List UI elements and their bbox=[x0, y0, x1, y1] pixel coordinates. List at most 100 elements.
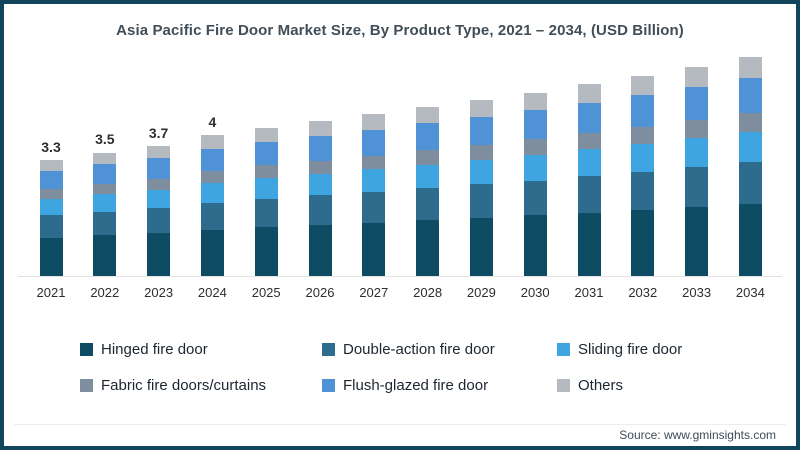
bar-value-2022: 3.5 bbox=[95, 131, 115, 148]
bar-2028 bbox=[416, 107, 440, 276]
x-axis-label-2023: 2023 bbox=[144, 285, 174, 300]
legend-label: Others bbox=[578, 377, 624, 394]
bar-segment-others bbox=[416, 107, 440, 124]
bar-segment-fabric-fire-doors-curtains bbox=[147, 179, 171, 191]
bar-segment-double-action-fire-door bbox=[685, 167, 709, 208]
bar-segment-fabric-fire-doors-curtains bbox=[39, 189, 63, 200]
bar-segment-sliding-fire-door bbox=[685, 138, 709, 168]
bar-segment-double-action-fire-door bbox=[738, 162, 762, 204]
x-axis-label-2031: 2031 bbox=[574, 285, 604, 300]
bar-segment-sliding-fire-door bbox=[577, 149, 601, 177]
bar-segment-hinged-fire-door bbox=[738, 203, 762, 276]
bar-segment-sliding-fire-door bbox=[738, 131, 762, 163]
bar-2032 bbox=[631, 75, 655, 276]
x-axis-line bbox=[18, 276, 782, 277]
bar-segment-double-action-fire-door bbox=[523, 180, 547, 216]
x-axis-label-2030: 2030 bbox=[520, 285, 550, 300]
x-axis-label-2026: 2026 bbox=[305, 285, 335, 300]
legend-label: Hinged fire door bbox=[101, 341, 208, 358]
bar-segment-sliding-fire-door bbox=[523, 154, 547, 181]
bar-segment-sliding-fire-door bbox=[200, 183, 224, 203]
bar-segment-sliding-fire-door bbox=[469, 159, 493, 185]
bar-segment-others bbox=[147, 146, 171, 159]
bar-segment-fabric-fire-doors-curtains bbox=[308, 160, 332, 174]
bar-segment-others bbox=[39, 159, 63, 171]
bar-segment-flush-glazed-fire-door bbox=[147, 158, 171, 180]
x-axis-label-2022: 2022 bbox=[90, 285, 120, 300]
bar-segment-others bbox=[523, 93, 547, 111]
legend-item-double-action-fire-door: Double-action fire door bbox=[322, 341, 557, 358]
bar-segment-double-action-fire-door bbox=[308, 195, 332, 225]
bar-segment-fabric-fire-doors-curtains bbox=[631, 126, 655, 144]
bar-segment-flush-glazed-fire-door bbox=[200, 148, 224, 172]
bar-segment-flush-glazed-fire-door bbox=[362, 129, 386, 156]
bar-segment-sliding-fire-door bbox=[362, 169, 386, 192]
bar-2021 bbox=[39, 159, 63, 276]
bar-segment-double-action-fire-door bbox=[147, 208, 171, 234]
x-axis-label-2024: 2024 bbox=[197, 285, 227, 300]
bar-segment-hinged-fire-door bbox=[416, 220, 440, 276]
bar-2029 bbox=[469, 100, 493, 276]
legend-item-sliding-fire-door: Sliding fire door bbox=[557, 341, 682, 358]
bar-segment-hinged-fire-door bbox=[39, 237, 63, 276]
bar-segment-flush-glazed-fire-door bbox=[685, 86, 709, 121]
bar-segment-sliding-fire-door bbox=[93, 194, 117, 212]
legend-swatch-icon bbox=[80, 343, 93, 356]
bar-segment-fabric-fire-doors-curtains bbox=[685, 120, 709, 139]
bar-segment-flush-glazed-fire-door bbox=[523, 110, 547, 140]
bar-segment-double-action-fire-door bbox=[93, 211, 117, 236]
bar-segment-flush-glazed-fire-door bbox=[93, 164, 117, 184]
bar-segment-others bbox=[631, 75, 655, 95]
bar-segment-flush-glazed-fire-door bbox=[254, 141, 278, 166]
legend-item-hinged-fire-door: Hinged fire door bbox=[80, 341, 322, 358]
bar-segment-sliding-fire-door bbox=[39, 199, 63, 216]
legend-item-fabric-fire-doors-curtains: Fabric fire doors/curtains bbox=[80, 377, 322, 394]
legend-label: Flush-glazed fire door bbox=[343, 377, 489, 394]
page-title: Asia Pacific Fire Door Market Size, By P… bbox=[116, 22, 684, 39]
bar-2024 bbox=[200, 135, 224, 276]
x-axis-label-2032: 2032 bbox=[628, 285, 658, 300]
bar-segment-hinged-fire-door bbox=[362, 222, 386, 276]
legend-swatch-icon bbox=[322, 379, 335, 392]
bar-segment-fabric-fire-doors-curtains bbox=[416, 150, 440, 165]
bar-2026 bbox=[308, 121, 332, 276]
bar-segment-hinged-fire-door bbox=[147, 233, 171, 276]
bar-2023 bbox=[147, 146, 171, 276]
bar-segment-sliding-fire-door bbox=[147, 190, 171, 209]
footer-divider bbox=[14, 424, 786, 425]
bar-segment-others bbox=[308, 121, 332, 136]
bar-segment-others bbox=[362, 114, 386, 130]
bar-segment-double-action-fire-door bbox=[416, 188, 440, 221]
bar-segment-flush-glazed-fire-door bbox=[308, 135, 332, 161]
bar-2022 bbox=[93, 152, 117, 276]
bar-segment-fabric-fire-doors-curtains bbox=[93, 183, 117, 195]
bar-segment-hinged-fire-door bbox=[469, 217, 493, 276]
bar-segment-hinged-fire-door bbox=[93, 235, 117, 276]
bar-segment-double-action-fire-door bbox=[200, 202, 224, 230]
bar-segment-others bbox=[254, 127, 278, 142]
bar-segment-hinged-fire-door bbox=[254, 227, 278, 276]
legend-label: Double-action fire door bbox=[343, 341, 495, 358]
bar-segment-hinged-fire-door bbox=[631, 209, 655, 276]
bar-2034 bbox=[738, 57, 762, 276]
bar-segment-others bbox=[685, 66, 709, 87]
bar-segment-sliding-fire-door bbox=[308, 173, 332, 196]
bar-segment-flush-glazed-fire-door bbox=[631, 94, 655, 127]
source-attribution: Source: www.gminsights.com bbox=[619, 428, 776, 442]
bar-segment-double-action-fire-door bbox=[254, 198, 278, 228]
bar-segment-hinged-fire-door bbox=[685, 207, 709, 276]
bar-segment-hinged-fire-door bbox=[308, 224, 332, 276]
x-axis-label-2034: 2034 bbox=[735, 285, 765, 300]
legend-item-flush-glazed-fire-door: Flush-glazed fire door bbox=[322, 377, 557, 394]
x-axis-label-2029: 2029 bbox=[466, 285, 496, 300]
bar-segment-others bbox=[200, 135, 224, 149]
x-axis-label-2033: 2033 bbox=[682, 285, 712, 300]
bar-segment-double-action-fire-door bbox=[577, 176, 601, 213]
legend-swatch-icon bbox=[557, 379, 570, 392]
bar-segment-others bbox=[93, 152, 117, 165]
bar-segment-double-action-fire-door bbox=[469, 184, 493, 218]
bar-segment-fabric-fire-doors-curtains bbox=[577, 133, 601, 150]
bar-segment-double-action-fire-door bbox=[39, 215, 63, 238]
bar-2031 bbox=[577, 84, 601, 276]
